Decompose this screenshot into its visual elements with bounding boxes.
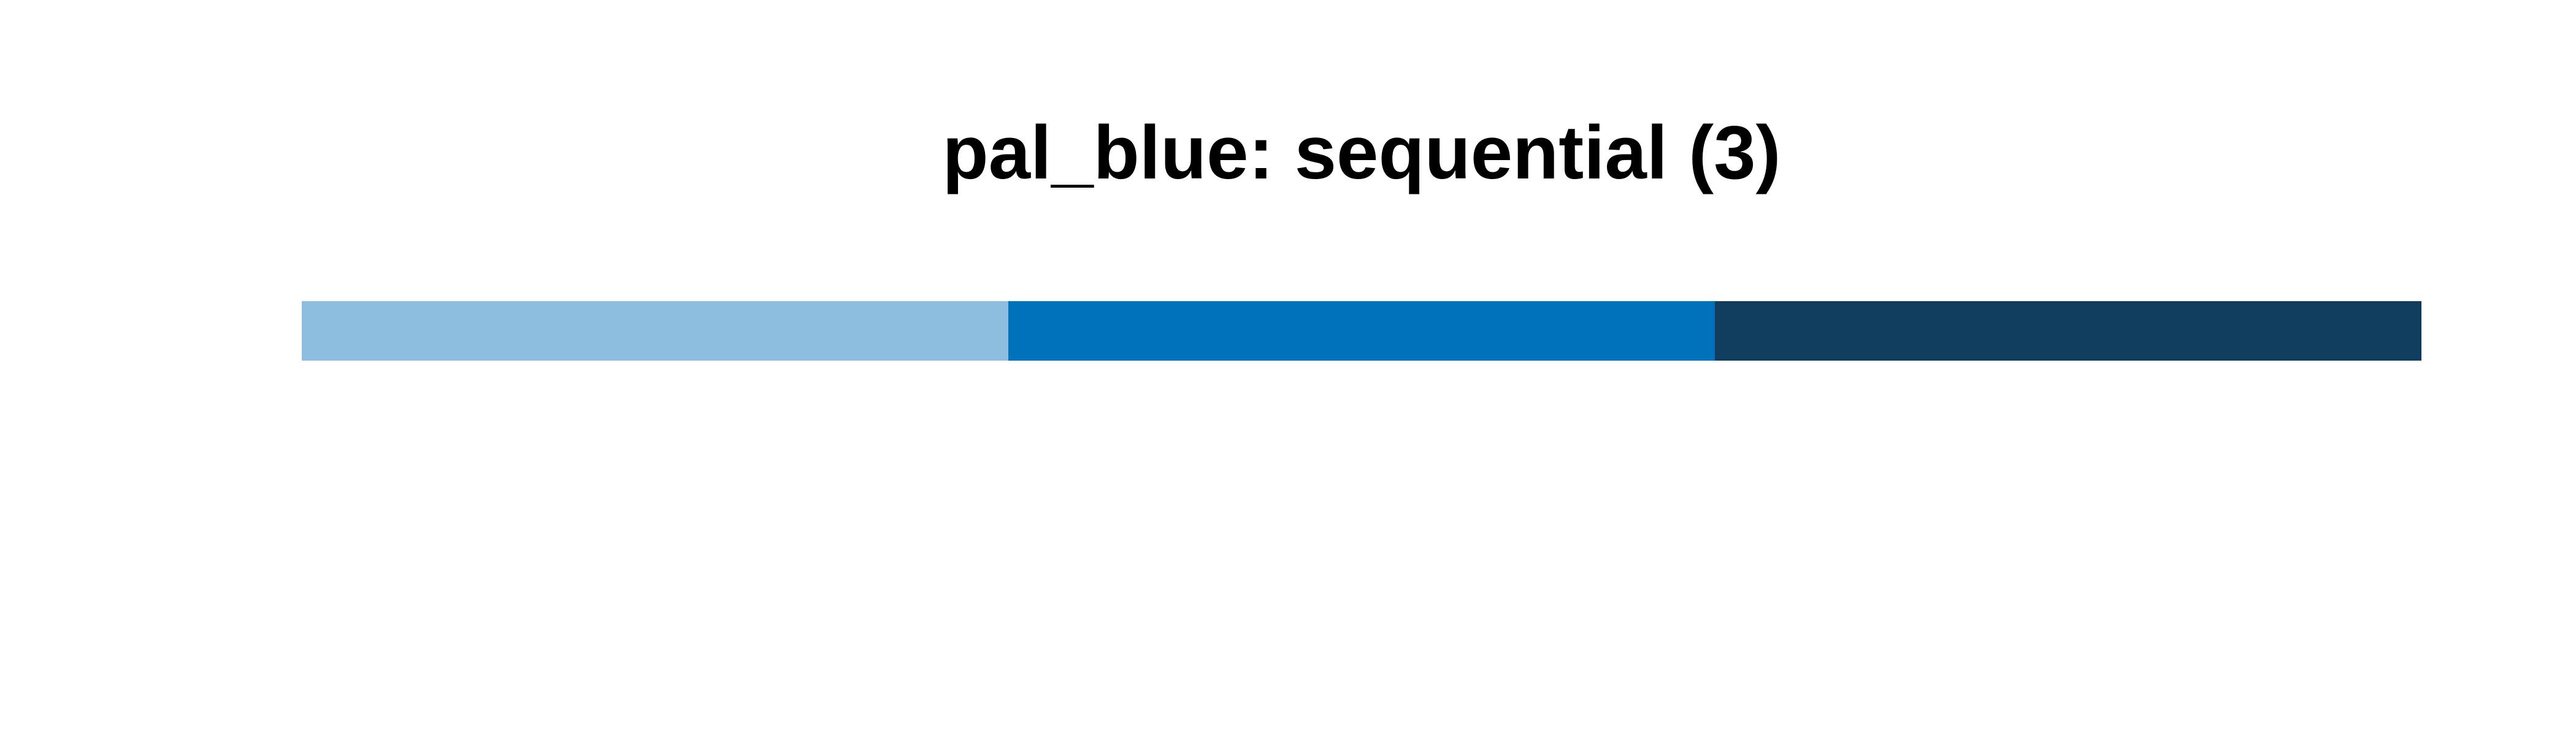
- palette-swatch-row: [302, 301, 2421, 361]
- palette-swatch-light-blue: [302, 301, 1008, 361]
- palette-swatch-medium-blue: [1008, 301, 1715, 361]
- palette-title: pal_blue: sequential (3): [942, 111, 1781, 195]
- palette-swatch-dark-navy: [1715, 301, 2421, 361]
